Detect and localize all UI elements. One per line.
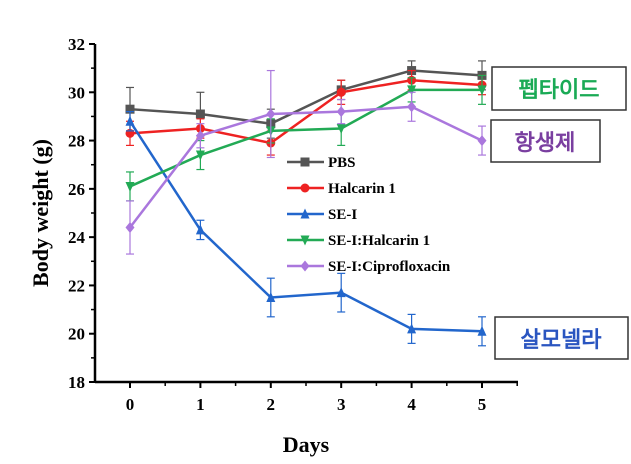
data-point: [336, 287, 346, 298]
annotation-peptide: 펩타이드: [491, 66, 627, 111]
data-point: [125, 221, 135, 233]
data-point: [336, 124, 346, 134]
y-tick-label: 18: [68, 373, 85, 392]
y-tick-label: 30: [68, 83, 85, 102]
data-point: [407, 323, 417, 334]
data-point: [195, 224, 205, 235]
y-tick-label: 26: [68, 180, 85, 199]
x-tick-label: 2: [267, 395, 276, 414]
x-tick-label: 0: [126, 395, 135, 414]
legend: PBS Halcarin 1 SE-I SE-I:Halcarin 1 SE-I:Cip…: [287, 155, 451, 275]
legend-marker: [300, 157, 310, 167]
y-axis-label: Body weight (g): [28, 139, 53, 287]
series-group: [125, 60, 487, 347]
legend-label: Halcarin 1: [328, 181, 396, 197]
series-se-i-halcarin-1: [125, 74, 487, 202]
legend-marker: [300, 183, 310, 193]
data-point: [266, 292, 276, 302]
x-tick-label: 5: [478, 395, 487, 414]
legend-label: SE-I:Ciprofloxacin: [328, 259, 451, 275]
series-line: [129, 88, 482, 188]
data-point: [125, 104, 135, 114]
legend-marker: [300, 208, 310, 219]
series-se-i-ciprofloxacin: [125, 69, 487, 255]
annotation-antibiotic: 항생제: [490, 119, 601, 163]
y-tick-label: 22: [68, 276, 85, 295]
annotation-peptide-text: 펩타이드: [519, 78, 600, 103]
x-tick-label: 3: [337, 395, 346, 414]
legend-label: PBS: [328, 155, 356, 171]
x-tick-label: 4: [407, 395, 416, 414]
y-tick-label: 20: [68, 325, 85, 344]
x-axis-label: Days: [283, 432, 330, 457]
data-point: [477, 325, 487, 336]
data-point: [125, 181, 135, 192]
annotation-antibiotic-text: 항생제: [515, 131, 576, 156]
data-point: [336, 106, 346, 118]
series-line: [129, 69, 483, 125]
series-line: [129, 78, 483, 145]
y-tick-label: 32: [68, 35, 85, 54]
legend-label: SE-I:Halcarin 1: [328, 233, 430, 249]
y-tick-label: 24: [68, 228, 86, 247]
axes: 18 20 22 24 26 28 30 32 0 1 2 3 4 5: [68, 35, 518, 414]
data-point: [195, 109, 205, 119]
data-point: [407, 85, 417, 96]
data-point: [266, 108, 276, 120]
legend-marker: [300, 260, 310, 272]
series-se-i: [125, 110, 487, 347]
annotation-salmonella: 살모넬라: [494, 316, 629, 360]
data-point: [477, 85, 487, 96]
data-point: [195, 150, 205, 161]
data-point: [407, 101, 417, 113]
series-line: [128, 120, 483, 333]
data-point: [336, 87, 346, 97]
series-pbs: [125, 60, 487, 139]
legend-marker: [300, 235, 310, 246]
annotation-salmonella-text: 살모넬라: [521, 328, 603, 353]
data-point: [477, 135, 487, 147]
y-tick-label: 28: [68, 132, 85, 151]
x-tick-label: 1: [196, 395, 205, 414]
data-point: [125, 115, 135, 126]
series-line: [129, 105, 483, 229]
legend-label: SE-I: [328, 207, 357, 223]
data-point: [195, 130, 205, 142]
